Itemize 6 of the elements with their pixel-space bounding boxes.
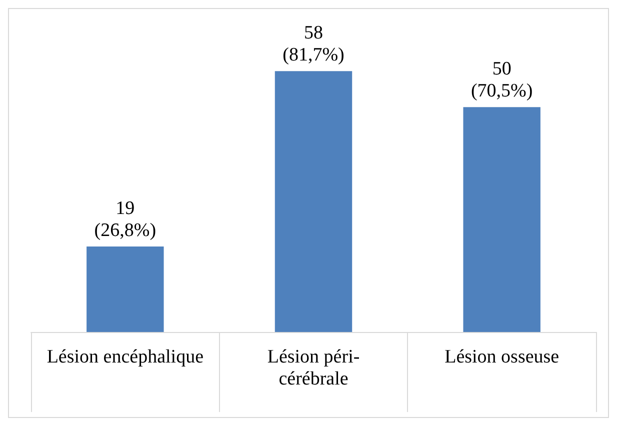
- x-tick-label: Lésion osseuse: [444, 346, 560, 368]
- x-tick-label: Lésion péri-cérébrale: [267, 346, 360, 390]
- data-label: 50 (70,5%): [470, 58, 533, 102]
- x-tick-label: Lésion encéphalique: [46, 346, 204, 368]
- data-label: 58 (81,7%): [282, 22, 344, 66]
- data-label: 19 (26,8%): [94, 198, 156, 242]
